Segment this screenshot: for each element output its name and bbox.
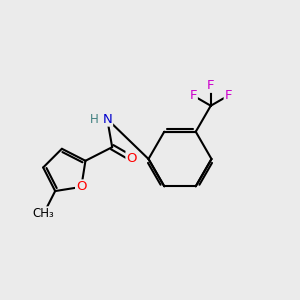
Text: F: F [207,79,214,92]
Text: N: N [102,112,112,126]
Text: O: O [126,152,137,165]
Text: H: H [90,112,99,126]
Text: O: O [76,180,87,194]
Text: CH₃: CH₃ [33,207,55,220]
Text: F: F [225,89,232,102]
Text: F: F [189,89,197,102]
